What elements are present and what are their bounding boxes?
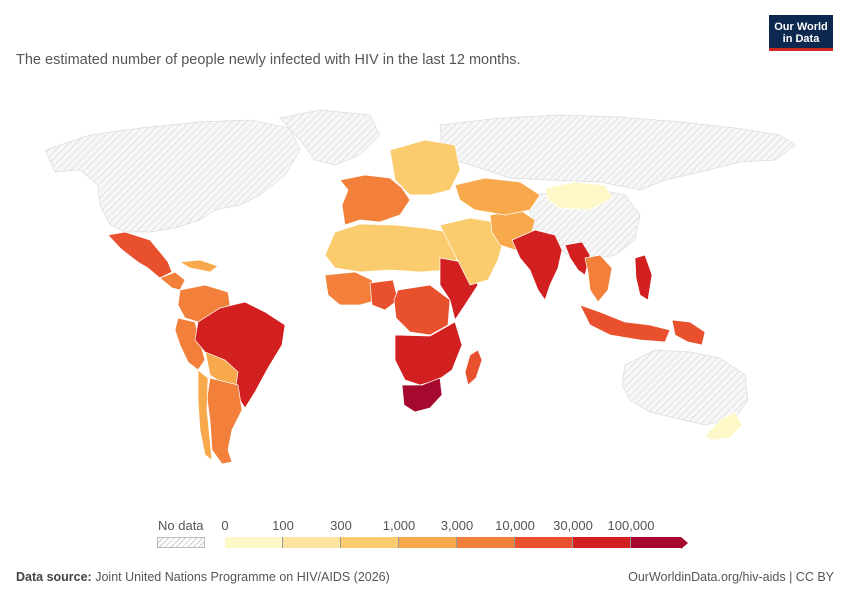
data-source-text: Joint United Nations Programme on HIV/AI… bbox=[95, 570, 390, 584]
legend-tick: 100 bbox=[272, 518, 294, 533]
region-southern-africa[interactable] bbox=[394, 321, 463, 386]
logo-line-1: Our World bbox=[774, 21, 828, 33]
legend-bin bbox=[399, 537, 457, 548]
legend-tick: 100,000 bbox=[607, 518, 655, 533]
region-kazakhstan[interactable] bbox=[454, 177, 541, 216]
no-data-swatch bbox=[157, 537, 205, 548]
chart-subtitle: The estimated number of people newly inf… bbox=[16, 52, 521, 68]
legend-bin bbox=[573, 537, 631, 548]
region-central-america[interactable] bbox=[159, 271, 186, 291]
region-greenland[interactable] bbox=[279, 109, 381, 166]
region-myanmar[interactable] bbox=[564, 241, 591, 276]
data-source-label: Data source: bbox=[16, 570, 92, 584]
legend-bin bbox=[341, 537, 399, 548]
region-india[interactable] bbox=[511, 229, 563, 301]
legend-arrow-icon bbox=[681, 536, 688, 549]
source-link[interactable]: OurWorldinData.org/hiv-aids | CC BY bbox=[628, 570, 834, 584]
region-middle-east[interactable] bbox=[439, 217, 506, 286]
region-north-america[interactable] bbox=[44, 119, 301, 233]
legend-tick: 0 bbox=[221, 518, 229, 533]
color-scale bbox=[225, 536, 688, 549]
region-chile[interactable] bbox=[197, 369, 213, 461]
legend-bin bbox=[457, 537, 515, 548]
no-data-label: No data bbox=[158, 518, 204, 533]
legend-bin bbox=[225, 537, 283, 548]
legend-tick: 10,000 bbox=[495, 518, 535, 533]
region-west-africa[interactable] bbox=[324, 271, 379, 306]
region-papua-new-guinea[interactable] bbox=[671, 319, 706, 346]
region-south-africa[interactable] bbox=[401, 377, 443, 413]
color-legend: No data 0 100 300 1,000 3,000 10,000 30,… bbox=[150, 515, 710, 555]
region-central-africa[interactable] bbox=[393, 284, 451, 336]
owid-logo[interactable]: Our World in Data bbox=[769, 15, 833, 51]
legend-tick: 30,000 bbox=[553, 518, 593, 533]
region-indonesia[interactable] bbox=[579, 304, 671, 343]
world-map[interactable] bbox=[0, 100, 850, 500]
region-brazil[interactable] bbox=[194, 301, 286, 409]
legend-bin bbox=[283, 537, 341, 548]
region-caribbean[interactable] bbox=[178, 259, 219, 273]
region-mexico[interactable] bbox=[107, 231, 173, 279]
data-source: Data source: Joint United Nations Progra… bbox=[16, 570, 390, 584]
region-nigeria[interactable] bbox=[369, 279, 399, 311]
region-southeast-asia[interactable] bbox=[584, 254, 613, 303]
region-new-zealand[interactable] bbox=[704, 411, 743, 441]
region-western-europe[interactable] bbox=[339, 174, 411, 226]
region-madagascar[interactable] bbox=[464, 349, 483, 386]
legend-tick: 3,000 bbox=[440, 518, 474, 533]
legend-bin bbox=[631, 537, 681, 548]
region-eastern-europe[interactable] bbox=[389, 139, 461, 196]
region-australia[interactable] bbox=[621, 349, 749, 426]
region-russia[interactable] bbox=[439, 114, 796, 191]
region-mongolia[interactable] bbox=[544, 181, 613, 211]
legend-tick: 300 bbox=[330, 518, 352, 533]
region-argentina[interactable] bbox=[206, 377, 243, 465]
legend-bin bbox=[515, 537, 573, 548]
region-philippines[interactable] bbox=[634, 254, 653, 301]
legend-tick: 1,000 bbox=[382, 518, 416, 533]
logo-line-2: in Data bbox=[782, 33, 820, 45]
